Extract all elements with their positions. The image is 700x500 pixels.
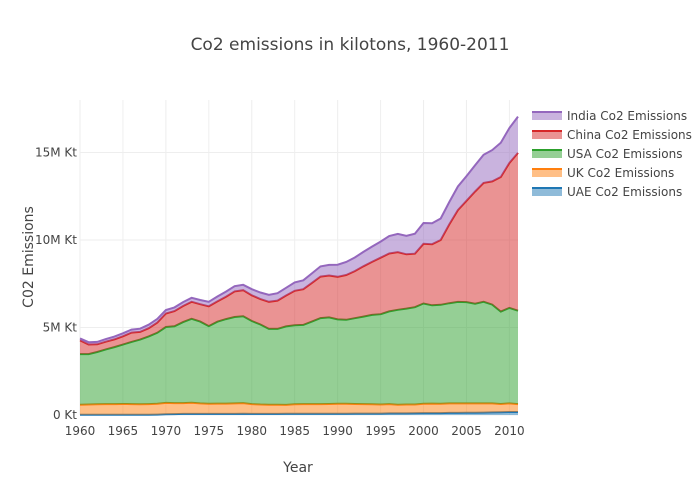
legend-label: USA Co2 Emissions — [567, 147, 682, 161]
legend-item[interactable]: China Co2 Emissions — [532, 128, 692, 142]
y-axis-ticks: 0 Kt 5M Kt 10M Kt 15M Kt — [35, 146, 77, 423]
line-series-4 — [79, 115, 519, 344]
y-tick-label: 10M Kt — [35, 233, 77, 247]
x-tick-label: 2010 — [494, 424, 525, 438]
legend-label: India Co2 Emissions — [567, 109, 687, 123]
x-tick-label: 1985 — [279, 424, 310, 438]
y-tick-label: 5M Kt — [43, 321, 78, 335]
y-axis-title: C02 Emissions — [21, 206, 37, 308]
plot-area — [79, 115, 519, 416]
legend-item[interactable]: UK Co2 Emissions — [532, 166, 674, 180]
x-tick-label: 2000 — [408, 424, 439, 438]
legend-swatch — [532, 150, 562, 158]
y-tick-label: 0 Kt — [53, 408, 77, 422]
chart-title: Co2 emissions in kilotons, 1960-2011 — [191, 35, 510, 55]
x-tick-label: 1980 — [236, 424, 267, 438]
legend-swatch — [532, 131, 562, 139]
x-axis-ticks: 1960 1965 1970 1975 1980 1985 1990 1995 2000 2005… — [65, 424, 525, 438]
legend-swatch — [532, 169, 562, 177]
legend-swatch — [532, 188, 562, 196]
x-tick-label: 2005 — [451, 424, 482, 438]
line-series-1 — [79, 401, 519, 406]
x-tick-label: 1970 — [151, 424, 182, 438]
x-axis-title: Year — [282, 460, 313, 476]
legend-item[interactable]: UAE Co2 Emissions — [532, 185, 682, 199]
x-tick-label: 1975 — [194, 424, 225, 438]
y-tick-label: 15M Kt — [35, 146, 77, 160]
legend-item[interactable]: USA Co2 Emissions — [532, 147, 682, 161]
area-series-4 — [80, 116, 518, 345]
x-tick-label: 1995 — [365, 424, 396, 438]
area-series-2 — [80, 301, 518, 405]
legend-item[interactable]: India Co2 Emissions — [532, 109, 687, 123]
x-tick-label: 1990 — [322, 424, 353, 438]
x-tick-label: 1965 — [108, 424, 139, 438]
legend: India Co2 Emissions China Co2 Emissions US… — [532, 109, 692, 199]
legend-label: UK Co2 Emissions — [567, 166, 674, 180]
legend-swatch — [532, 112, 562, 120]
legend-label: China Co2 Emissions — [567, 128, 692, 142]
x-tick-label: 1960 — [65, 424, 96, 438]
area-series-1 — [80, 402, 518, 415]
legend-label: UAE Co2 Emissions — [567, 185, 682, 199]
